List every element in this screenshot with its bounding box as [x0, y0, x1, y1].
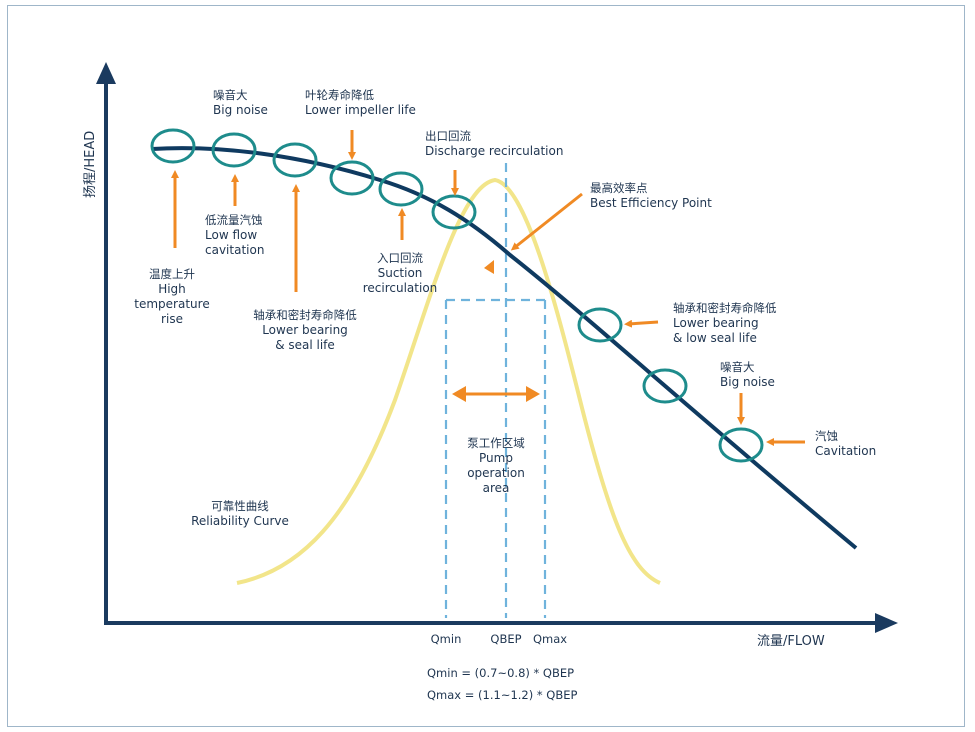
diagram-frame: [7, 5, 965, 727]
svg-text:可靠性曲线: 可靠性曲线: [211, 499, 269, 513]
y-axis-label: 扬程/HEAD: [83, 131, 98, 198]
circle-1: [150, 128, 196, 164]
annotation-low-flow: 低流量汽蚀 Low flow cavitation: [205, 213, 264, 257]
tick-qbep: QBEP: [490, 632, 521, 646]
tick-qmin: Qmin: [431, 632, 462, 646]
svg-text:轴承和密封寿命降低: 轴承和密封寿命降低: [673, 301, 777, 315]
svg-text:Lower impeller life: Lower impeller life: [305, 103, 416, 117]
svg-text:Big noise: Big noise: [720, 375, 775, 389]
formula-qmin: Qmin = (0.7~0.8) * QBEP: [427, 666, 574, 680]
annotation-impeller: 叶轮寿命降低 Lower impeller life: [305, 88, 416, 117]
svg-text:轴承和密封寿命降低: 轴承和密封寿命降低: [253, 308, 357, 322]
circle-9: [718, 427, 764, 463]
x-axis-label: 流量/FLOW: [757, 634, 825, 649]
svg-text:Suction: Suction: [378, 266, 423, 280]
annotation-high-temp: 温度上升 High temperature rise: [134, 267, 209, 326]
svg-text:汽蚀: 汽蚀: [815, 429, 838, 443]
svg-text:Best Efficiency Point: Best Efficiency Point: [590, 196, 712, 210]
circle-7: [577, 307, 623, 343]
svg-text:rise: rise: [161, 312, 183, 326]
svg-text:Lower bearing: Lower bearing: [262, 323, 348, 337]
arrow-bearing-right: [624, 319, 659, 328]
orange-arrows: [171, 130, 805, 446]
annotation-big-noise-right: 噪音大 Big noise: [720, 360, 775, 389]
svg-text:Big noise: Big noise: [213, 103, 268, 117]
y-axis-arrow: [96, 62, 116, 84]
small-arrow-bep: [484, 260, 494, 274]
svg-text:Discharge recirculation: Discharge recirculation: [425, 144, 563, 158]
svg-text:temperature: temperature: [134, 297, 209, 311]
circle-8: [642, 368, 688, 404]
tick-qmax: Qmax: [533, 632, 567, 646]
arrow-bep: [510, 192, 583, 251]
circle-5: [378, 171, 424, 207]
head-curve: [151, 146, 858, 550]
circle-4: [329, 160, 375, 196]
circle-3: [272, 142, 318, 178]
annotation-bearing-left: 轴承和密封寿命降低 Lower bearing & seal life: [253, 308, 357, 352]
svg-text:入口回流: 入口回流: [377, 251, 423, 265]
svg-text:High: High: [158, 282, 186, 296]
x-axis-arrow: [875, 613, 898, 633]
annotation-cavitation: 汽蚀 Cavitation: [815, 429, 876, 458]
svg-text:cavitation: cavitation: [205, 243, 264, 257]
circle-2: [211, 132, 257, 168]
svg-text:低流量汽蚀: 低流量汽蚀: [205, 213, 263, 227]
svg-text:噪音大: 噪音大: [720, 360, 755, 374]
svg-text:Lower bearing: Lower bearing: [673, 316, 759, 330]
problem-circles: [150, 128, 764, 463]
annotation-discharge: 出口回流 Discharge recirculation: [425, 129, 563, 158]
svg-text:叶轮寿命降低: 叶轮寿命降低: [305, 88, 374, 102]
annotation-bearing-right: 轴承和密封寿命降低 Lower bearing & low seal life: [673, 301, 777, 345]
svg-text:area: area: [483, 481, 510, 495]
reliability-curve: [236, 177, 661, 585]
annotation-pump-area: 泵工作区域 Pump operation area: [467, 436, 525, 495]
annotation-reliability: 可靠性曲线 Reliability Curve: [191, 499, 289, 528]
formula-qmax: Qmax = (1.1~1.2) * QBEP: [427, 688, 578, 702]
svg-text:Reliability Curve: Reliability Curve: [191, 514, 289, 528]
svg-text:Pump: Pump: [479, 451, 513, 465]
annotation-suction: 入口回流 Suction recirculation: [363, 251, 438, 295]
svg-text:噪音大: 噪音大: [213, 88, 248, 102]
svg-text:Low flow: Low flow: [205, 228, 257, 242]
svg-text:泵工作区域: 泵工作区域: [467, 436, 525, 450]
svg-text:recirculation: recirculation: [363, 281, 438, 295]
svg-text:出口回流: 出口回流: [425, 129, 471, 143]
svg-text:温度上升: 温度上升: [149, 267, 195, 281]
circle-6: [431, 194, 477, 230]
operation-width-arrow: [452, 386, 540, 402]
svg-text:operation: operation: [467, 466, 525, 480]
annotation-big-noise-left: 噪音大 Big noise: [213, 88, 268, 117]
svg-text:Cavitation: Cavitation: [815, 444, 876, 458]
annotation-bep: 最高效率点 Best Efficiency Point: [590, 181, 712, 210]
svg-text:& seal life: & seal life: [275, 338, 335, 352]
svg-text:& low seal life: & low seal life: [673, 331, 757, 345]
pump-operation-area: [444, 163, 547, 618]
svg-text:最高效率点: 最高效率点: [590, 181, 648, 195]
